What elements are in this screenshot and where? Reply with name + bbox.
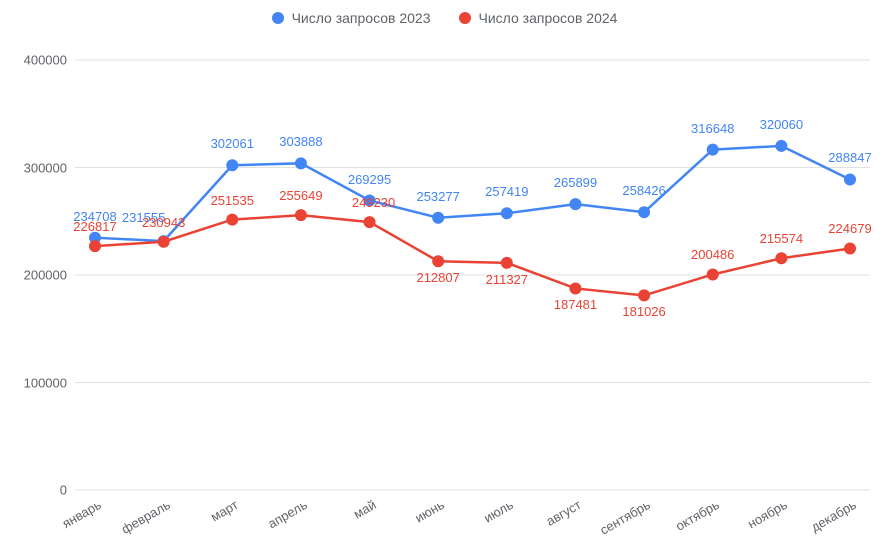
data-label: 253277 xyxy=(416,189,459,204)
y-tick-label: 0 xyxy=(7,483,67,498)
data-label: 302061 xyxy=(211,136,254,151)
legend: Число запросов 2023 Число запросов 2024 xyxy=(0,10,889,27)
data-label: 316648 xyxy=(691,121,734,136)
data-label: 181026 xyxy=(622,304,665,319)
data-label: 255649 xyxy=(279,188,322,203)
y-tick-label: 400000 xyxy=(7,53,67,68)
y-tick-label: 100000 xyxy=(7,375,67,390)
data-label: 187481 xyxy=(554,297,597,312)
data-label: 215574 xyxy=(760,231,803,246)
data-label: 212807 xyxy=(416,270,459,285)
data-label: 303888 xyxy=(279,134,322,149)
chart-container: Число запросов 2023 Число запросов 2024 0… xyxy=(0,0,889,550)
legend-label: Число запросов 2023 xyxy=(292,10,431,26)
legend-dot-icon xyxy=(272,12,284,24)
data-label: 251535 xyxy=(211,193,254,208)
data-label: 269295 xyxy=(348,172,391,187)
data-label: 288847 xyxy=(828,150,871,165)
data-label: 265899 xyxy=(554,175,597,190)
data-label: 320060 xyxy=(760,117,803,132)
y-tick-label: 200000 xyxy=(7,268,67,283)
legend-label: Число запросов 2024 xyxy=(479,10,618,26)
legend-dot-icon xyxy=(459,12,471,24)
data-label: 200486 xyxy=(691,247,734,262)
legend-item: Число запросов 2023 xyxy=(272,10,431,26)
data-label: 226817 xyxy=(73,219,116,234)
legend-item: Число запросов 2024 xyxy=(459,10,618,26)
y-tick-label: 300000 xyxy=(7,160,67,175)
data-label: 258426 xyxy=(622,183,665,198)
data-label: 249230 xyxy=(352,195,395,210)
data-label: 230943 xyxy=(142,215,185,230)
data-label: 224679 xyxy=(828,221,871,236)
data-label: 211327 xyxy=(486,272,528,287)
data-label: 257419 xyxy=(485,184,528,199)
